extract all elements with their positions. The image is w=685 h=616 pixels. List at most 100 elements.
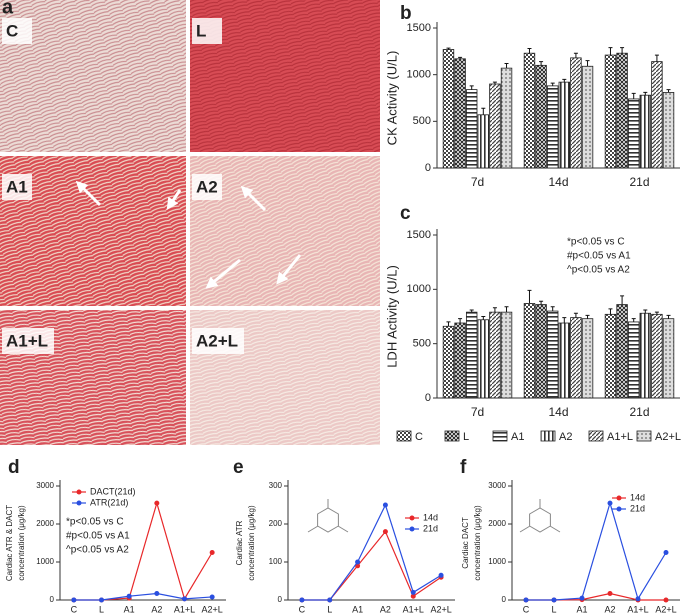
bar (627, 98, 640, 169)
bar (662, 92, 675, 169)
bar (500, 311, 513, 399)
legend-label: 21d (630, 503, 645, 513)
x-tick-label: A1+L (174, 604, 195, 614)
legend-label: A1 (511, 431, 524, 443)
line (301, 530, 442, 601)
error-bar (573, 52, 578, 58)
legend-marker (76, 489, 82, 495)
figure-letter: a (2, 0, 14, 18)
y-tick-label: 500 (413, 115, 431, 127)
bar (465, 311, 478, 399)
y-axis-label: Cardiac DACT (461, 517, 470, 569)
point (579, 595, 585, 601)
error-bar (458, 56, 463, 59)
y-tick-label: 0 (425, 162, 431, 174)
bar (535, 64, 547, 169)
molecule-ring (317, 507, 339, 533)
legend-swatch (636, 430, 652, 442)
x-tick-label: A1 (576, 604, 587, 614)
y-tick-label: 1000 (36, 557, 54, 566)
x-tick-label: C (299, 604, 306, 614)
arrow (240, 185, 267, 212)
x-tick-label: A2 (151, 604, 162, 614)
point (154, 591, 160, 597)
point (209, 594, 215, 600)
point (410, 589, 416, 595)
line (526, 592, 666, 601)
legend-label: A2+L (655, 431, 681, 443)
y-axis-label: concentration (μg/kg) (247, 505, 256, 581)
x-tick-label: C (523, 604, 530, 614)
label-box (192, 18, 222, 44)
molecule-bonds (519, 499, 561, 533)
error-bar (469, 85, 474, 90)
bar (616, 304, 628, 399)
point (355, 559, 361, 565)
point (382, 529, 388, 535)
point (99, 597, 104, 603)
point (607, 591, 613, 597)
error-bar (620, 295, 625, 305)
annotation: #p<0.05 vs A1 (567, 251, 631, 262)
y-tick-label: 0 (425, 392, 431, 404)
error-bar (631, 318, 636, 322)
point (635, 596, 641, 602)
legend-label: ATR(21d) (90, 497, 128, 507)
point (663, 597, 669, 603)
line (526, 500, 667, 601)
x-tick-label: A1+L (403, 604, 424, 614)
x-tick-label: 21d (629, 405, 649, 419)
panel-label: C (6, 21, 18, 40)
x-tick-label: A2+L (430, 604, 451, 614)
legend-label: A1+L (607, 431, 633, 443)
error-bar (492, 81, 497, 84)
legend-label: A2 (559, 431, 572, 443)
bar (489, 311, 501, 399)
error-bar (446, 321, 451, 327)
line (73, 592, 213, 601)
bar (523, 303, 536, 399)
bar (558, 322, 571, 399)
y-tick-label: 1000 (407, 283, 431, 295)
point (523, 597, 529, 603)
bar (546, 310, 559, 399)
bar (581, 65, 594, 169)
panel-label: A1+L (6, 331, 48, 350)
x-tick-label: L (99, 604, 104, 614)
error-bar (539, 300, 544, 305)
bar (442, 49, 455, 169)
bar (651, 313, 663, 399)
legend-marker (409, 526, 415, 532)
bar (477, 319, 490, 399)
y-axis-label: Cardiac ATR & DACT (5, 505, 14, 581)
bar (581, 318, 594, 399)
y-tick-label: 3000 (488, 481, 506, 490)
legend-swatch (396, 430, 412, 442)
label-box (2, 174, 32, 200)
x-tick-label: A2+L (655, 604, 676, 614)
x-tick-label: C (71, 604, 78, 614)
legend-label: 14d (630, 492, 645, 502)
legend-marker (616, 506, 622, 512)
x-tick-label: 7d (471, 405, 484, 419)
bar (454, 322, 466, 399)
label-box (2, 18, 32, 44)
line (301, 503, 442, 601)
bar (604, 54, 617, 169)
annotation: ^p<0.05 vs A2 (567, 265, 630, 276)
x-tick-label: 14d (548, 405, 568, 419)
error-bar (504, 306, 509, 313)
error-bar (643, 91, 648, 96)
x-tick-label: 14d (548, 175, 568, 189)
error-bar (562, 78, 567, 83)
error-bar (527, 48, 532, 54)
y-tick-label: 0 (502, 595, 507, 604)
panel-letter: f (460, 457, 467, 478)
point (382, 502, 388, 508)
legend-label: DACT(21d) (90, 486, 136, 496)
legend-swatch (444, 430, 460, 442)
point (299, 597, 305, 603)
point (71, 597, 77, 603)
panel-label: A1 (6, 177, 28, 196)
